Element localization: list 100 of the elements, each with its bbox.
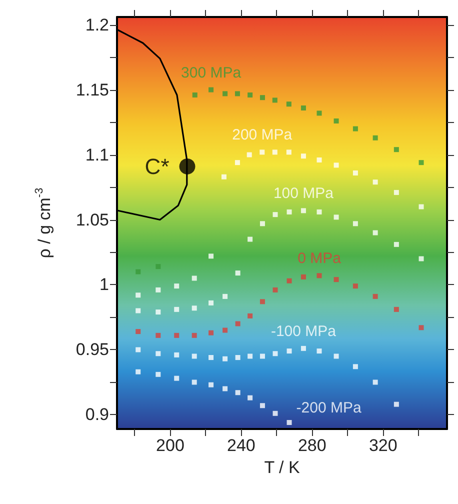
point [300, 208, 306, 214]
point [352, 364, 358, 370]
point [234, 160, 240, 166]
point [316, 209, 322, 214]
point [246, 152, 252, 158]
point [394, 147, 399, 152]
point [334, 162, 339, 168]
point [248, 92, 253, 98]
point [286, 278, 292, 284]
point [418, 325, 424, 330]
point [372, 135, 378, 140]
point [136, 329, 141, 334]
point [208, 330, 214, 336]
point [174, 306, 180, 312]
point [235, 355, 240, 360]
point [316, 348, 322, 354]
point [316, 273, 322, 278]
point [248, 236, 253, 242]
point [221, 174, 226, 180]
point [136, 292, 141, 298]
point [334, 118, 339, 124]
point [260, 403, 265, 408]
point [192, 332, 197, 338]
point [272, 150, 278, 155]
x-axis-title: T / K [264, 458, 300, 477]
point [300, 154, 306, 159]
point [174, 376, 180, 381]
y-axis-title: ρ / g cm-3 [34, 188, 54, 258]
point [286, 150, 292, 155]
point [352, 170, 358, 176]
point [208, 355, 214, 360]
point [334, 277, 339, 282]
point [418, 256, 424, 262]
series-label: -100 MPa [270, 322, 337, 340]
point [372, 180, 378, 185]
point [235, 321, 240, 326]
point [286, 348, 292, 354]
point [222, 386, 228, 392]
point [300, 346, 306, 351]
point [260, 95, 265, 100]
point [394, 190, 399, 195]
point [260, 354, 265, 359]
point [272, 410, 278, 416]
point [156, 264, 161, 270]
point [174, 332, 180, 338]
point [208, 382, 214, 388]
point [174, 284, 180, 289]
y-tick-label: 1.05 [76, 210, 109, 230]
point [334, 354, 339, 359]
y-tick-label: 1.15 [76, 80, 109, 100]
point [222, 91, 228, 96]
point [179, 158, 196, 174]
point [372, 230, 378, 236]
point [174, 352, 180, 358]
point [286, 209, 292, 214]
point [418, 160, 424, 166]
point [222, 294, 228, 299]
point [192, 380, 197, 385]
point [222, 356, 228, 362]
point [235, 270, 240, 276]
point [316, 110, 322, 116]
point [248, 395, 253, 400]
x-tick-label: 200 [156, 436, 184, 455]
point [260, 150, 265, 155]
y-tick-label: 0.95 [76, 340, 109, 360]
point [316, 157, 322, 162]
y-tick-label: 1.1 [85, 145, 109, 164]
point [352, 221, 358, 226]
y-tick-label: 1 [100, 275, 109, 294]
point [156, 332, 161, 338]
point [394, 402, 399, 407]
point [208, 87, 214, 92]
point [248, 313, 253, 318]
x-tick-label: 240 [227, 436, 256, 455]
point [372, 294, 378, 299]
point [286, 420, 292, 425]
point [418, 204, 424, 210]
point [272, 287, 278, 292]
point [260, 299, 265, 304]
series-label: 300 MPa [181, 64, 242, 82]
series-label: 0 MPa [298, 250, 342, 268]
point [300, 105, 306, 110]
series-label: C* [144, 154, 170, 179]
point [248, 354, 253, 359]
point [156, 372, 161, 377]
point [192, 92, 198, 98]
series-label: -200 MPa [296, 400, 362, 416]
point [260, 221, 265, 226]
point [192, 354, 197, 359]
point [235, 390, 240, 396]
point [136, 347, 141, 352]
point [272, 98, 278, 103]
point [272, 212, 278, 218]
x-tick-label: 280 [298, 436, 326, 455]
point [352, 284, 358, 289]
series-label: 200 MPa [232, 126, 293, 144]
point [234, 91, 240, 96]
point [394, 306, 399, 312]
point [136, 269, 141, 274]
point [394, 242, 399, 247]
